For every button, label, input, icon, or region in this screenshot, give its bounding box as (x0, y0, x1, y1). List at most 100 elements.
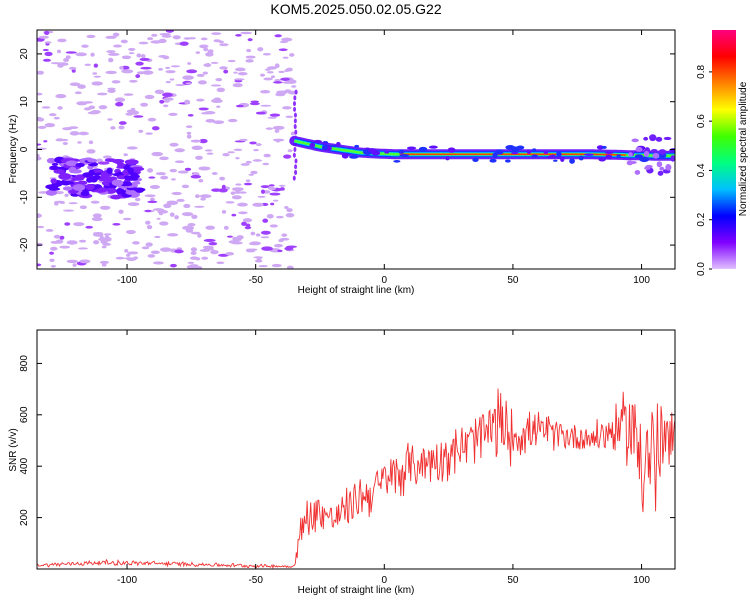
noise-speck (269, 113, 281, 117)
noise-speck (92, 232, 104, 237)
noise-speck (194, 194, 200, 199)
noise-speck (55, 93, 67, 99)
noise-speck (177, 170, 189, 174)
noise-speck (190, 251, 197, 256)
noise-speck (152, 208, 165, 211)
noise-cluster-speck (88, 169, 95, 177)
noise-speck (267, 116, 277, 119)
signal-edge-blob (658, 149, 667, 155)
noise-speck (147, 254, 156, 258)
noise-speck (64, 193, 69, 197)
noise-speck (44, 123, 56, 128)
noise-speck (200, 37, 208, 41)
snr-x-tick-label: 50 (507, 575, 519, 586)
noise-speck (115, 102, 124, 107)
noise-speck (257, 47, 264, 52)
noise-speck (233, 78, 245, 81)
noise-speck (278, 184, 286, 187)
noise-speck (250, 100, 260, 103)
noise-cluster-speck (110, 194, 122, 200)
noise-speck (37, 70, 44, 75)
noise-speck (181, 184, 190, 189)
onset-speck (294, 164, 298, 170)
noise-speck (162, 104, 169, 108)
noise-speck (114, 97, 126, 102)
noise-speck (159, 221, 169, 226)
noise-speck (190, 174, 202, 179)
noise-speck (145, 242, 153, 247)
noise-speck (273, 243, 284, 248)
noise-speck (283, 154, 292, 159)
noise-speck (200, 197, 206, 201)
noise-speck (48, 113, 57, 117)
spectrogram-signal (289, 134, 675, 176)
signal-edge-blob (649, 134, 657, 142)
noise-speck (159, 32, 172, 36)
noise-speck (42, 48, 49, 52)
noise-speck (260, 236, 270, 239)
noise-cluster-speck (80, 190, 90, 197)
signal-edge-blob (663, 136, 672, 141)
noise-speck (223, 225, 229, 230)
spectrogram-x-label: Height of straight line (km) (298, 285, 415, 296)
noise-speck (160, 175, 169, 180)
onset-speck (292, 152, 296, 158)
noise-speck (62, 209, 74, 212)
noise-speck (112, 222, 121, 226)
snr-y-tick-label: 800 (19, 355, 30, 372)
noise-speck (144, 94, 155, 100)
noise-speck (140, 54, 146, 59)
noise-speck (154, 235, 161, 239)
noise-speck (198, 107, 209, 111)
noise-speck (165, 80, 171, 84)
noise-speck (174, 148, 185, 153)
spectrogram-y-tick-label: 0 (19, 146, 30, 152)
noise-cluster-speck (58, 173, 72, 180)
noise-speck (169, 142, 179, 147)
noise-cluster-speck (100, 171, 108, 179)
noise-speck (119, 65, 124, 70)
noise-speck (37, 125, 47, 129)
noise-speck (205, 118, 216, 123)
noise-speck (102, 242, 111, 246)
noise-cluster-speck (105, 187, 117, 193)
noise-speck (218, 188, 228, 193)
colorbar-label: Normalized spectral amplitude (738, 81, 749, 216)
noise-speck (191, 214, 198, 219)
signal-edge-blob (556, 151, 562, 158)
noise-speck (171, 178, 176, 181)
snr-y-tick-label: 200 (19, 509, 30, 526)
noise-speck (183, 203, 191, 209)
noise-speck (68, 66, 77, 70)
noise-speck (154, 89, 165, 95)
noise-speck (196, 98, 205, 102)
noise-speck (118, 125, 125, 130)
noise-speck (57, 106, 63, 110)
signal-edge-blob (531, 148, 537, 152)
spectrogram-x-tick-label: 0 (382, 275, 388, 286)
noise-speck (237, 202, 248, 207)
noise-speck (88, 140, 94, 145)
noise-speck (55, 239, 64, 244)
noise-speck (274, 78, 281, 82)
colorbar-tick-label: 0.8 (696, 64, 707, 78)
noise-speck (274, 63, 280, 68)
noise-speck (64, 222, 71, 226)
noise-speck (138, 41, 149, 45)
noise-speck (219, 176, 226, 181)
signal-edge-blob (371, 150, 381, 156)
noise-cluster-speck (46, 157, 56, 164)
noise-speck (169, 168, 178, 173)
noise-speck (66, 259, 79, 264)
noise-speck (120, 39, 128, 44)
colorbar: 0.0 0.2 0.4 0.6 0.8 Normalized spectral ampl… (696, 30, 749, 276)
noise-speck (121, 55, 132, 60)
noise-speck (241, 221, 247, 227)
snr-x-tick-label: -100 (117, 575, 137, 586)
noise-speck (145, 220, 151, 225)
noise-speck (274, 34, 282, 38)
noise-speck (219, 66, 228, 70)
noise-speck (258, 264, 268, 268)
noise-speck (261, 246, 273, 251)
noise-speck (189, 256, 199, 260)
